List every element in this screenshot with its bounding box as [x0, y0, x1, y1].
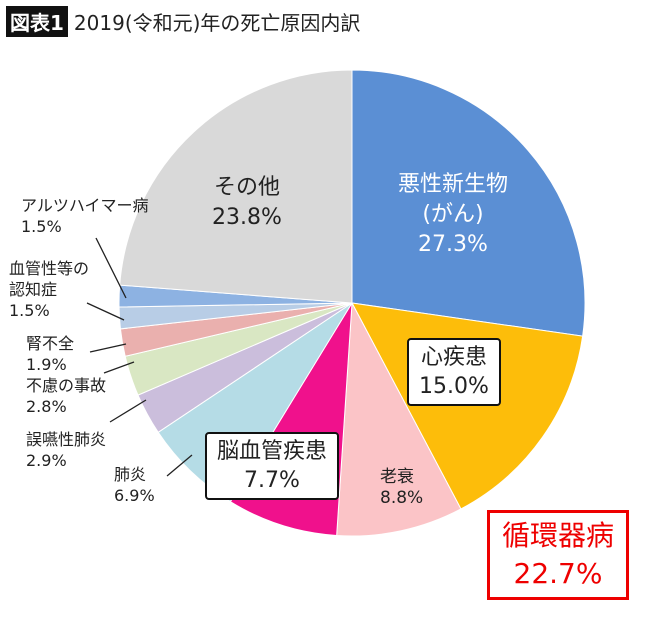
label-heart-name: 心疾患 — [420, 345, 487, 370]
label-other: その他 23.8% — [192, 173, 302, 233]
leader-line-pneumonia — [166, 454, 193, 477]
circulatory-label: 循環器病 — [502, 519, 615, 552]
label-senility-name: 老衰 — [380, 467, 414, 487]
label-kidney-value: 1.9% — [26, 355, 67, 374]
label-aspiration: 誤嚥性肺炎 2.9% — [26, 429, 106, 471]
label-heart-value: 15.0% — [419, 374, 489, 399]
pie-slice-2 — [336, 301, 462, 537]
label-kidney-name: 腎不全 — [26, 334, 75, 353]
leader-line-accident — [103, 361, 135, 374]
label-cancer-name: 悪性新生物 — [397, 172, 508, 197]
title-badge: 図表1 — [6, 6, 68, 37]
label-aspiration-name: 誤嚥性肺炎 — [26, 430, 107, 449]
leader-line-dementia — [86, 302, 125, 321]
label-accident: 不慮の事故 2.8% — [26, 375, 106, 417]
label-alzheimer-name: アルツハイマー病 — [21, 196, 149, 215]
label-dementia-name2: 認知症 — [9, 280, 58, 299]
label-accident-value: 2.8% — [26, 397, 67, 416]
label-aspiration-value: 2.9% — [26, 451, 67, 470]
leader-line-alzheimer — [95, 237, 127, 299]
label-dementia-value: 1.5% — [9, 301, 50, 320]
label-dementia: 血管性等の 認知症 1.5% — [9, 258, 89, 321]
label-stroke: 脳血管疾患 7.7% — [205, 432, 340, 500]
label-dementia-name1: 血管性等の — [9, 259, 90, 278]
pie-slice-10 — [119, 69, 353, 304]
circulatory-value: 22.7% — [513, 557, 603, 590]
chart-title: 図表1 2019(令和元)年の死亡原因内訳 — [6, 6, 360, 37]
leader-line-kidney — [89, 343, 127, 353]
label-senility-value: 8.8% — [380, 488, 424, 508]
label-other-value: 23.8% — [212, 205, 282, 230]
label-cancer-sub: (がん) — [422, 202, 484, 227]
label-alzheimer: アルツハイマー病 1.5% — [21, 195, 149, 237]
label-pneumonia: 肺炎 6.9% — [114, 464, 155, 506]
pie-slice-0 — [351, 69, 586, 337]
circulatory-annotation: 循環器病 22.7% — [487, 510, 630, 600]
label-heart: 心疾患 15.0% — [407, 338, 501, 406]
label-senility: 老衰 8.8% — [380, 467, 423, 509]
label-stroke-name: 脳血管疾患 — [217, 439, 328, 464]
label-cancer: 悪性新生物 (がん) 27.3% — [388, 170, 518, 260]
label-cancer-value: 27.3% — [418, 232, 488, 257]
label-accident-name: 不慮の事故 — [26, 376, 107, 395]
label-kidney: 腎不全 1.9% — [26, 333, 74, 375]
label-pneumonia-name: 肺炎 — [114, 465, 147, 484]
leader-lines — [86, 237, 193, 477]
label-other-name: その他 — [213, 175, 280, 200]
title-text: 2019(令和元)年の死亡原因内訳 — [73, 11, 361, 35]
leader-line-aspiration — [109, 399, 147, 423]
label-stroke-value: 7.7% — [244, 468, 300, 493]
label-pneumonia-value: 6.9% — [114, 486, 155, 505]
label-alzheimer-value: 1.5% — [21, 217, 62, 236]
